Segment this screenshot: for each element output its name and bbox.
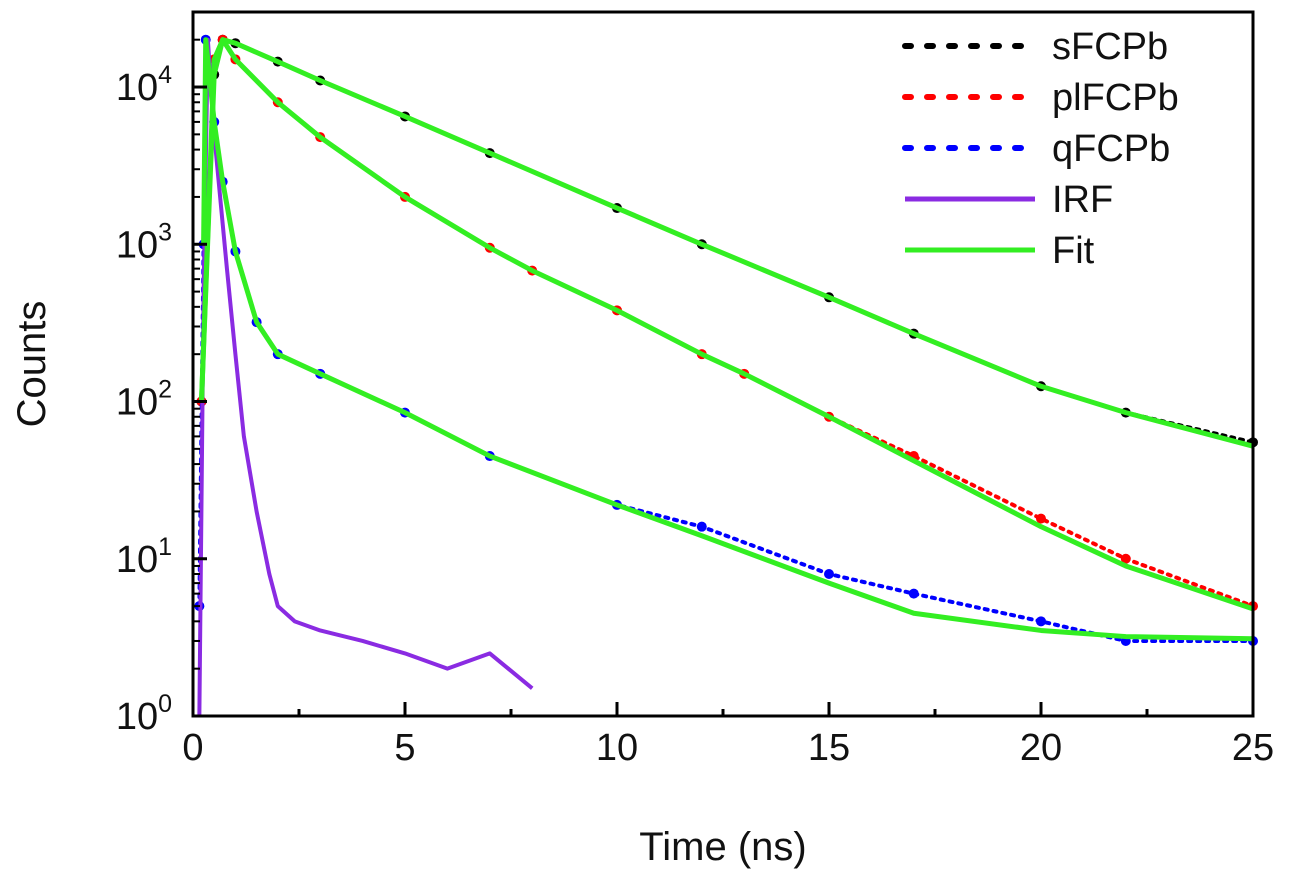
series-irf xyxy=(197,37,534,717)
legend-label: sFCPb xyxy=(1052,26,1168,68)
x-tick-label: 5 xyxy=(394,727,415,769)
legend-item: plFCPb xyxy=(902,77,1179,119)
legend-item: IRF xyxy=(905,179,1113,221)
x-tick-label: 10 xyxy=(596,727,638,769)
x-tick-label: 0 xyxy=(182,727,203,769)
series-line xyxy=(201,37,1254,642)
legend-label: IRF xyxy=(1052,179,1113,221)
series-dots xyxy=(199,35,1255,609)
y-axis-title: Counts xyxy=(10,301,54,428)
legend-label: plFCPb xyxy=(1052,77,1179,119)
series-line xyxy=(198,37,1254,449)
x-tick-label: 20 xyxy=(1020,727,1062,769)
legend-label: Fit xyxy=(1052,230,1095,272)
y-tick-label: 103 xyxy=(116,218,172,266)
y-tick-label: 100 xyxy=(116,690,172,738)
legend-item: qFCPb xyxy=(902,128,1170,170)
y-tick-label: 101 xyxy=(116,533,172,581)
y-tick-label: 102 xyxy=(116,376,172,424)
y-tick-label: 104 xyxy=(116,61,172,109)
series-plfcpb xyxy=(196,34,1258,612)
series-line xyxy=(198,37,1254,612)
x-axis: 0 5 10 15 20 25 xyxy=(182,702,1274,769)
series-fit xyxy=(198,37,1254,612)
series-layer xyxy=(194,34,1258,717)
legend: sFCPb plFCPb qFCPb IRF Fit xyxy=(902,26,1179,272)
y-axis: 100 101 102 103 104 xyxy=(116,11,207,738)
x-axis-title: Time (ns) xyxy=(639,825,806,869)
legend-item: sFCPb xyxy=(902,26,1168,68)
legend-item: Fit xyxy=(905,230,1095,272)
legend-label: qFCPb xyxy=(1052,128,1170,170)
x-tick-label: 25 xyxy=(1232,727,1274,769)
series-line xyxy=(197,37,534,717)
series-fit xyxy=(201,37,1254,642)
series-fit xyxy=(198,37,1254,449)
x-tick-label: 15 xyxy=(808,727,850,769)
